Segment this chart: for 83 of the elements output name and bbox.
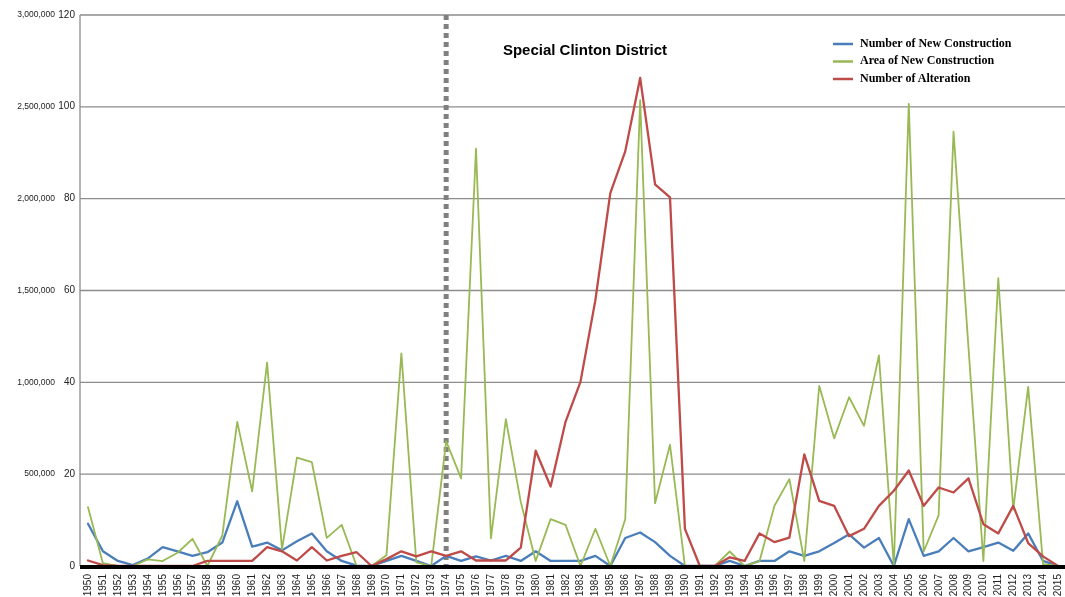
x-tick-label: 1977 (484, 573, 496, 597)
x-tick-label: 1951 (96, 573, 108, 597)
x-tick-label: 2004 (887, 573, 899, 597)
x-tick-label: 1966 (320, 573, 332, 597)
x-tick-label: 1963 (276, 573, 287, 597)
x-tick-label: 1952 (111, 573, 123, 597)
x-tick-label: 1981 (544, 573, 556, 597)
x-tick-label: 1999 (813, 573, 825, 597)
y2-tick-label: 500,000 (24, 468, 56, 479)
x-tick-label: 1967 (335, 573, 347, 597)
x-tick-label: 1968 (350, 573, 362, 597)
y-tick-label: 40 (63, 375, 76, 387)
x-tick-label: 1989 (664, 573, 675, 597)
x-tick-label: 1957 (186, 573, 198, 597)
x-tick-label: 2003 (872, 573, 884, 597)
y-tick-label: 20 (63, 467, 76, 479)
y-tick-label: 80 (63, 192, 76, 204)
x-tick-label: 1956 (171, 573, 183, 597)
x-tick-label: 1954 (141, 573, 153, 597)
x-tick-label: 2011 (992, 573, 1004, 596)
x-tick-label: 2012 (1007, 573, 1019, 597)
x-tick-label: 2014 (1037, 573, 1049, 597)
x-tick-label: 1975 (455, 573, 467, 597)
x-tick-label: 1965 (305, 573, 317, 597)
x-tick-label: 1993 (723, 573, 735, 597)
x-tick-label: 1970 (380, 573, 392, 597)
x-tick-label: 1961 (246, 573, 258, 597)
y-tick-label: 0 (69, 559, 76, 571)
y-tick-label: 60 (63, 284, 76, 296)
legend-label: Number of New Construction (860, 35, 1012, 50)
x-tick-label: 2015 (1052, 573, 1063, 597)
x-tick-label: 1971 (395, 573, 407, 597)
x-tick-label: 1962 (261, 573, 273, 597)
x-tick-label: 2002 (858, 573, 869, 597)
x-tick-label: 2010 (977, 573, 989, 597)
x-tick-label: 1994 (738, 573, 750, 597)
y-tick-label: 100 (58, 100, 76, 112)
x-tick-label: 1959 (216, 573, 228, 597)
x-tick-label: 1986 (619, 573, 631, 597)
x-tick-label: 1984 (589, 573, 601, 597)
x-tick-label: 1980 (529, 573, 541, 597)
x-tick-label: 1988 (649, 573, 661, 597)
x-tick-label: 2006 (917, 573, 929, 597)
x-tick-label: 2000 (828, 573, 840, 597)
x-tick-label: 1964 (290, 573, 302, 597)
x-tick-label: 1991 (693, 573, 705, 597)
x-tick-label: 1955 (156, 573, 168, 597)
x-tick-label: 2013 (1022, 573, 1034, 597)
y2-tick-label: 2,000,000 (17, 192, 56, 203)
x-tick-label: 1976 (470, 573, 481, 597)
x-tick-label: 1992 (708, 573, 720, 597)
x-tick-label: 1990 (678, 573, 690, 597)
x-tick-label: 1985 (604, 573, 616, 597)
y2-tick-label: 1,500,000 (17, 284, 56, 295)
y2-tick-label: 2,500,000 (17, 101, 56, 112)
x-tick-label: 1996 (768, 573, 780, 597)
text: Special Clinton District (502, 41, 668, 58)
x-tick-label: 1973 (425, 573, 437, 597)
x-tick-label: 1995 (753, 573, 765, 597)
x-tick-label: 1987 (634, 573, 646, 597)
y2-tick-label: 3,000,000 (17, 9, 56, 20)
x-tick-label: 2007 (932, 573, 944, 597)
x-tick-label: 1979 (514, 573, 526, 597)
legend-label: Number of Alteration (860, 70, 971, 85)
y2-tick-label: 1,000,000 (17, 376, 56, 387)
x-tick-label: 1969 (365, 573, 377, 597)
x-tick-label: 1974 (440, 573, 452, 597)
x-tick-label: 1997 (783, 573, 795, 597)
x-tick-label: 1978 (499, 573, 511, 597)
y-tick-label: 120 (58, 8, 76, 20)
x-tick-label: 1960 (231, 573, 243, 597)
x-tick-label: 1982 (559, 573, 571, 597)
x-tick-label: 1972 (410, 573, 422, 597)
x-tick-label: 1998 (798, 573, 810, 597)
x-tick-label: 1958 (201, 573, 213, 597)
x-tick-label: 1953 (126, 573, 138, 597)
x-tick-label: 1950 (82, 573, 93, 597)
legend-label: Area of New Construction (860, 53, 995, 68)
x-tick-label: 2008 (947, 573, 959, 597)
x-tick-label: 2005 (902, 573, 914, 597)
x-tick-label: 2009 (962, 573, 974, 597)
x-tick-label: 1983 (574, 573, 586, 597)
x-tick-label: 2001 (843, 573, 855, 597)
